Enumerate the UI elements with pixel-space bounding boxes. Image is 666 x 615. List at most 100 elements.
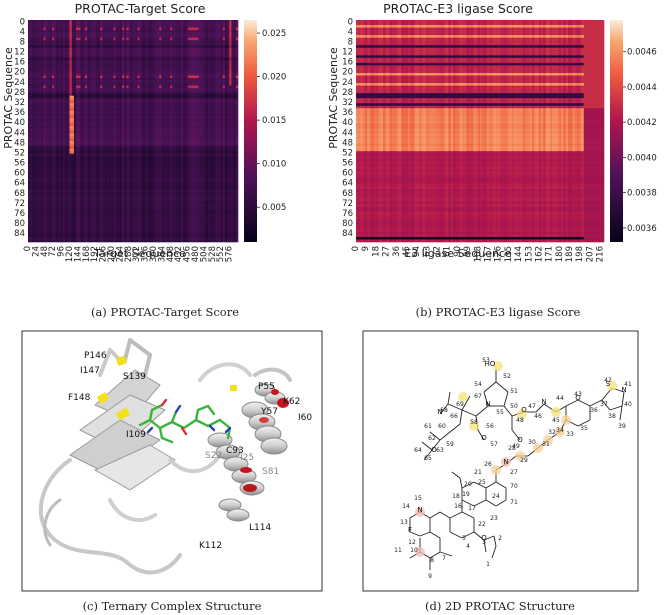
heatmap-a-cell (231, 40, 233, 43)
heatmap-a-cell (107, 91, 109, 94)
heatmap-a-cell (48, 98, 50, 101)
heatmap-a-cell (221, 88, 223, 91)
heatmap-a-cell (212, 53, 214, 56)
heatmap-a-cell (83, 123, 85, 126)
heatmap-a-cell (52, 43, 54, 46)
heatmap-a-cell (221, 91, 223, 94)
heatmap-a-cell (186, 106, 188, 109)
heatmap-a-cell (133, 25, 135, 28)
heatmap-a-cell (236, 23, 238, 26)
heatmap-a-cell (175, 30, 177, 33)
heatmap-a-cell (28, 121, 30, 124)
heatmap-a-cell (96, 103, 98, 106)
heatmap-a-cell (146, 91, 148, 94)
heatmap-a-cell (151, 103, 153, 106)
heatmap-a-cell (107, 33, 109, 36)
heatmap-a-cell (81, 113, 83, 116)
heatmap-a-cell (28, 68, 30, 71)
heatmap-a-cell (28, 73, 30, 76)
heatmap-a-cell (168, 38, 170, 41)
heatmap-a-cell (129, 78, 131, 81)
heatmap-a-cell (87, 33, 89, 36)
heatmap-a-cell (146, 38, 148, 41)
heatmap-a-cell (98, 111, 100, 114)
heatmap-a-cell (30, 38, 32, 41)
heatmap-a-cell (236, 38, 238, 41)
heatmap-a-cell (37, 50, 39, 53)
heatmap-a-cell (218, 53, 220, 56)
heatmap-a-cell (214, 123, 216, 126)
heatmap-a-cell (131, 53, 133, 56)
heatmap-a-cell (151, 106, 153, 109)
heatmap-a-cell (144, 96, 146, 99)
heatmap-a-cell (124, 78, 126, 81)
heatmap-a-cell (32, 106, 34, 109)
heatmap-a-cell (81, 60, 83, 63)
heatmap-a-cell (199, 68, 201, 71)
heatmap-a-cell (37, 128, 39, 131)
heatmap-a-cell (216, 40, 218, 43)
heatmap-a-cell (192, 65, 194, 68)
heatmap-a-cell (146, 93, 148, 96)
heatmap-a-cell (35, 35, 37, 38)
heatmap-a-cell (105, 73, 107, 76)
heatmap-a-cell (122, 78, 124, 81)
heatmap-a-cell (65, 25, 67, 28)
heatmap-a-cell (151, 20, 153, 23)
heatmap-a-cell (225, 126, 227, 129)
heatmap-a-cell (192, 35, 194, 38)
heatmap-a-cell (52, 88, 54, 91)
heatmap-a-cell (168, 53, 170, 56)
heatmap-a-cell (151, 63, 153, 66)
heatmap-a-cell (221, 128, 223, 131)
heatmap-a-cell (227, 136, 229, 139)
heatmap-a-cell (74, 106, 76, 109)
heatmap-a-cell (216, 134, 218, 137)
heatmap-a-cell (210, 40, 212, 43)
heatmap-a-cell (107, 131, 109, 134)
heatmap-a-cell (199, 58, 201, 61)
heatmap-a-cell (140, 55, 142, 58)
heatmap-a-cell (199, 98, 201, 101)
heatmap-a-cell (100, 48, 102, 51)
heatmap-a-cell (131, 55, 133, 58)
heatmap-a-cell (153, 23, 155, 26)
heatmap-a-cell (41, 58, 43, 61)
heatmap-a-cell (142, 40, 144, 43)
heatmap-a-cell (221, 68, 223, 71)
heatmap-a-cell (199, 121, 201, 124)
heatmap-a-cell (190, 98, 192, 101)
heatmap-a-cell (54, 93, 56, 96)
heatmap-a-cell (146, 55, 148, 58)
heatmap-a-cell (63, 101, 65, 104)
heatmap-a-cell (89, 98, 91, 101)
heatmap-a-cell (50, 88, 52, 91)
heatmap-a-cell (231, 106, 233, 109)
heatmap-a-cell (67, 123, 69, 126)
heatmap-a-cell (67, 28, 69, 31)
heatmap-a-cell (137, 96, 139, 99)
heatmap-a-cell (227, 23, 229, 26)
heatmap-a-cell (144, 30, 146, 33)
heatmap-a-cell (135, 50, 137, 53)
heatmap-a-cell (203, 53, 205, 56)
heatmap-a-cell (96, 68, 98, 71)
heatmap-a-cell (179, 35, 181, 38)
heatmap-a-cell (61, 101, 63, 104)
heatmap-a-cell (164, 86, 166, 89)
heatmap-a-cell (39, 86, 41, 89)
heatmap-a-cell (107, 68, 109, 71)
heatmap-a-cell (129, 33, 131, 36)
heatmap-a-cell (63, 50, 65, 53)
heatmap-a-cell (146, 20, 148, 23)
heatmap-a-cell (225, 20, 227, 23)
heatmap-a-cell (39, 65, 41, 68)
heatmap-a-cell (153, 55, 155, 58)
heatmap-a-cell (32, 91, 34, 94)
heatmap-a-cell (37, 45, 39, 48)
heatmap-a-cell (168, 111, 170, 114)
heatmap-a-cell (126, 23, 128, 26)
heatmap-a-cell (54, 121, 56, 124)
heatmap-a-cell (72, 73, 74, 76)
heatmap-a-cell (129, 43, 131, 46)
